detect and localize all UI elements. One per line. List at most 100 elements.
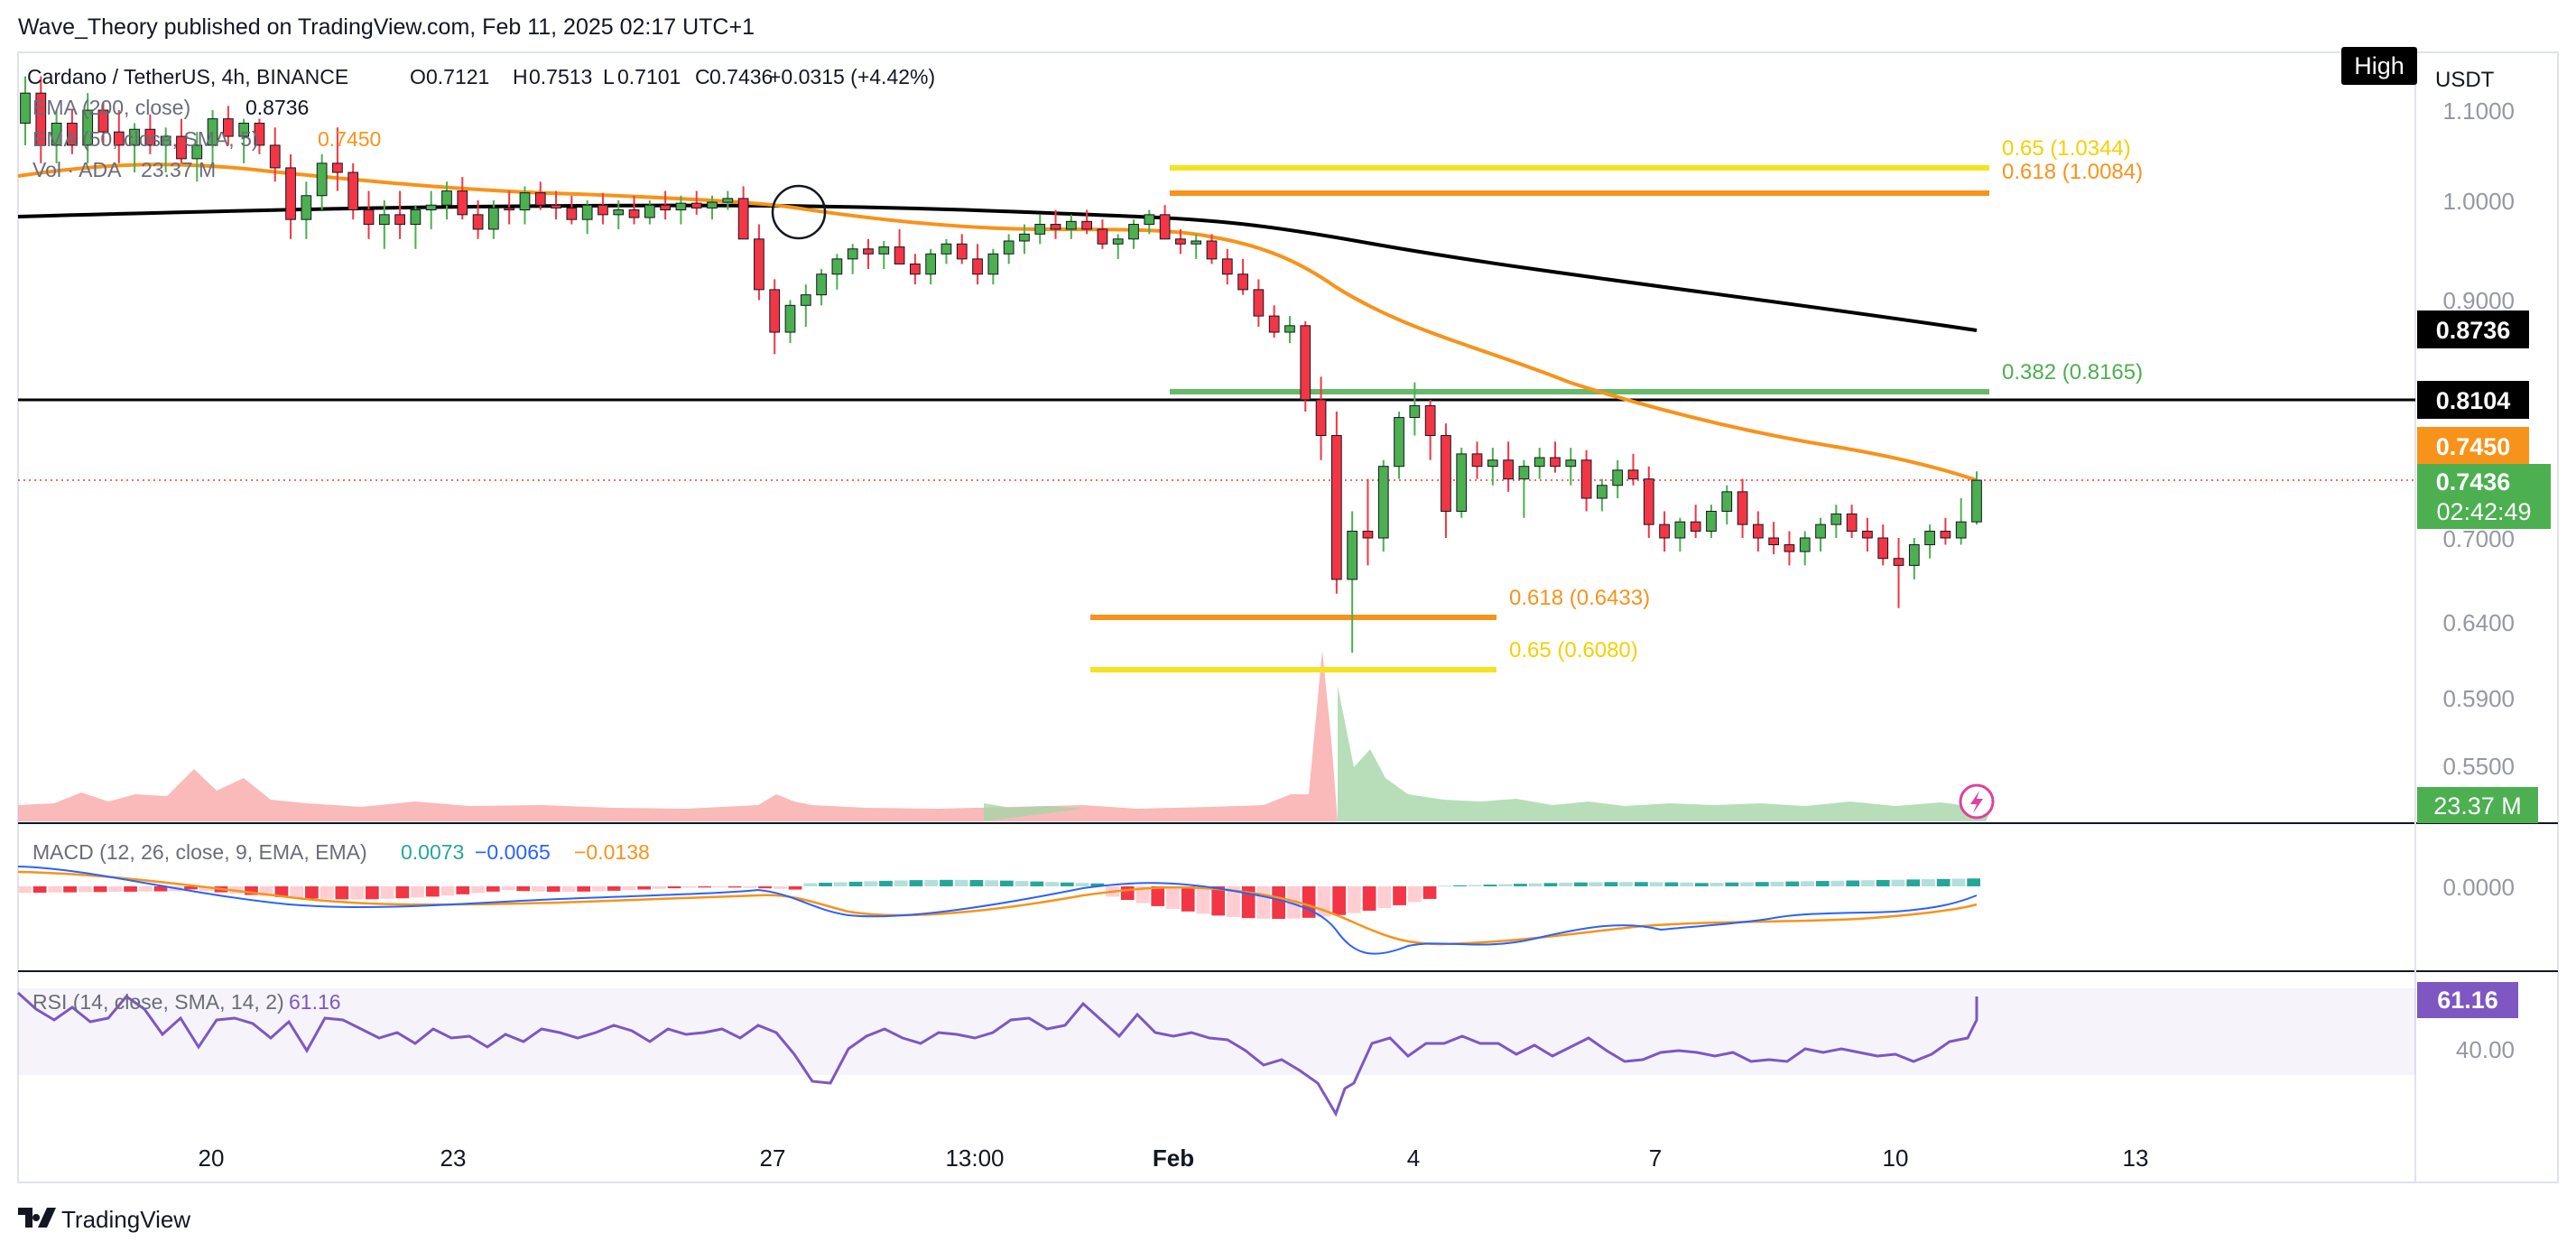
candle-body (800, 294, 811, 306)
candle-body (1862, 531, 1873, 539)
macd-bar (833, 882, 848, 886)
macd-bar (1483, 885, 1497, 886)
macd-bar (1543, 883, 1558, 886)
macd-bar (245, 886, 258, 895)
candle-body (1237, 273, 1248, 291)
macd-bar (727, 886, 742, 888)
macd-bar (1710, 882, 1724, 886)
candle-body (566, 207, 578, 220)
macd-bar (879, 880, 893, 886)
rsi-badge: 61.16 (2437, 987, 2498, 1014)
macd-bar (365, 886, 379, 900)
candle-body (394, 214, 405, 226)
candle-body (441, 190, 452, 206)
macd-bar (93, 886, 107, 893)
rsi-legend-label: RSI (14, close, SMA, 14, 2) (32, 990, 284, 1014)
macd-bar (637, 886, 652, 890)
macd-bar (320, 886, 334, 900)
macd-bar (546, 886, 561, 892)
macd-bar (1347, 886, 1361, 913)
high-badge: High (2354, 52, 2405, 79)
time-tick: 20 (199, 1144, 225, 1172)
macd-bar (1604, 882, 1618, 886)
candle-body (1971, 479, 1982, 523)
candle-body (1784, 544, 1795, 552)
candle-body (1424, 404, 1436, 437)
candle-body (1627, 469, 1639, 480)
candle-body (144, 128, 156, 146)
ohlc-c-value: 0.7436 (709, 65, 773, 88)
macd-bar (1906, 879, 1921, 886)
fib-label-1: 0.65 (1.0344) (2002, 136, 2131, 161)
macd-bar (1090, 883, 1105, 886)
last-price-badge: 0.7436 (2436, 468, 2511, 496)
candle-body (707, 201, 718, 208)
candle-body (129, 128, 140, 146)
ohlc-change: +0.0315 (+4.42%) (769, 65, 935, 88)
candle-body (176, 135, 187, 160)
macd-bar (940, 879, 953, 886)
macd-pane[interactable]: 0.0000 MACD (12, 26, close, 9, EMA, EMA)… (17, 840, 2515, 955)
candle-body (1721, 491, 1733, 512)
candle-body (1768, 537, 1780, 546)
macd-bar (18, 886, 32, 894)
macd-bar (1407, 886, 1422, 903)
fib-label-3: 0.382 (0.8165) (2002, 360, 2143, 385)
candle-body (1097, 228, 1108, 245)
candle-body (20, 92, 31, 124)
candle-body (1394, 417, 1404, 468)
symbol-legend[interactable]: Cardano / TetherUS, 4h, BINANCE O 0.7121… (27, 65, 935, 181)
macd-bar (1785, 881, 1800, 886)
time-axis[interactable]: 20 23 27 13:00 Feb 4 7 10 13 (199, 1144, 2149, 1172)
candle-body (956, 243, 968, 260)
ema50-legend-label: EMA (50, close, SMA, 5) (32, 127, 259, 151)
macd-bar (138, 886, 153, 892)
candle-body (1315, 399, 1327, 437)
circle-annotation[interactable] (771, 184, 827, 240)
candle-body (894, 246, 905, 264)
fib-levels[interactable]: 0.65 (1.0344) 0.618 (1.0084) 0.382 (0.81… (1090, 136, 2143, 672)
macd-bar (108, 886, 123, 893)
macd-bar (1755, 882, 1769, 886)
macd-bar (788, 886, 802, 890)
candle-body (1300, 325, 1311, 401)
publisher-line: Wave_Theory published on TradingView.com… (18, 14, 755, 40)
price-unit-label[interactable]: USDT (2435, 68, 2495, 92)
candle-body (1284, 325, 1295, 333)
macd-bar (909, 880, 923, 886)
macd-bar (259, 886, 273, 896)
macd-bar (1422, 886, 1437, 899)
ema50-legend-value: 0.7450 (318, 127, 381, 151)
candle-body (519, 192, 531, 211)
candle-body (1690, 521, 1701, 533)
macd-bar (1060, 882, 1074, 886)
lightning-icon[interactable] (1959, 783, 1995, 820)
price-tick: 1.1000 (2442, 97, 2515, 125)
candle-body (737, 198, 749, 240)
macd-bar (1589, 882, 1603, 886)
macd-bar (1211, 886, 1226, 916)
candle-body (301, 195, 312, 220)
macd-bar (1135, 886, 1150, 904)
macd-signal-value: −0.0138 (574, 840, 650, 864)
candle-body (769, 289, 781, 333)
tradingview-logo[interactable]: TradingView (18, 1206, 190, 1233)
macd-bar (456, 886, 470, 894)
hline-badge: 0.8104 (2436, 387, 2511, 414)
macd-bar (1015, 881, 1029, 886)
candle-body (1331, 435, 1342, 580)
macd-bar (48, 886, 62, 893)
candle-body (363, 209, 375, 226)
candle-body (1377, 466, 1389, 539)
candle-body (1362, 531, 1374, 539)
macd-bar (1619, 882, 1634, 886)
candle-body (1065, 220, 1077, 230)
tradingview-brand: TradingView (61, 1206, 190, 1233)
macd-bar (561, 886, 576, 892)
rsi-pane[interactable]: 40.00 61.16 RSI (14, close, SMA, 14, 2) … (16, 982, 2518, 1117)
price-tick: 1.0000 (2442, 188, 2515, 215)
candle-body (987, 253, 999, 275)
ohlc-c-label: C (695, 65, 710, 88)
macd-bar (1801, 881, 1814, 886)
